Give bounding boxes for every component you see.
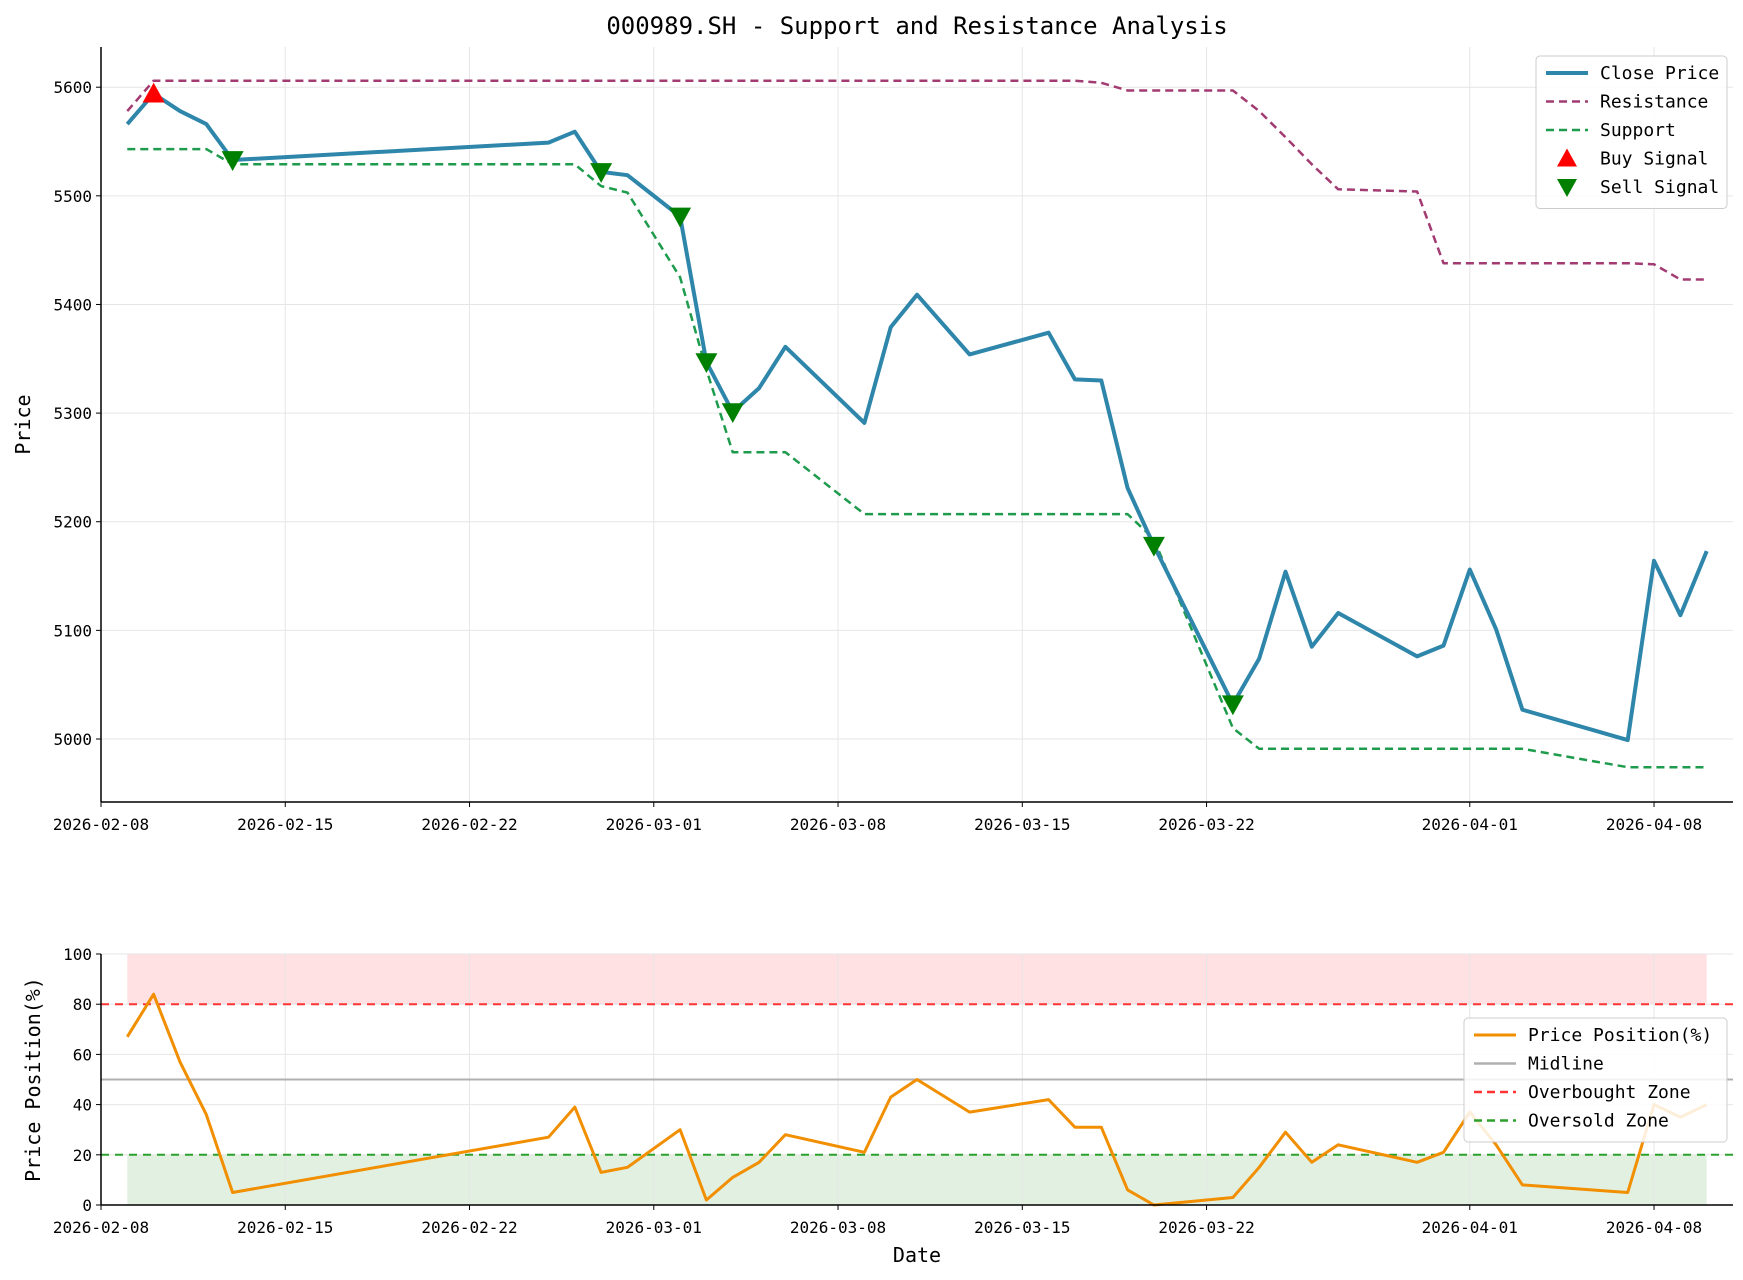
sell-signal-marker (1221, 695, 1244, 716)
x-tick-label: 2026-03-08 (790, 1218, 886, 1237)
bottom-x-axis-label: Date (893, 1243, 941, 1267)
oversold-zone-fill (127, 1154, 1707, 1205)
price-panel: 2026-02-08 2026-02-15 2026-02-22 2026-03-01… (53, 47, 1733, 834)
legend-label: Sell Signal (1600, 177, 1719, 198)
x-tick-label: 2026-03-22 (1158, 1218, 1254, 1237)
sell-signal-marker (695, 353, 718, 374)
legend-buy-signal-swatch (1557, 148, 1577, 167)
legend-label: Midline (1528, 1054, 1604, 1075)
sell-signal-marker (590, 163, 613, 183)
support-series (127, 147, 1707, 769)
x-tick-label: 2026-04-08 (1606, 1218, 1702, 1237)
y-tick-label: 5500 (53, 187, 92, 206)
legend-sell-signal-swatch (1557, 179, 1577, 197)
resistance-series (126, 79, 1707, 281)
legend-label: Close Price (1600, 63, 1719, 84)
y-tick-label: 0 (82, 1196, 92, 1215)
legend-label: Overbought Zone (1528, 1082, 1691, 1103)
chart-title: 000989.SH - Support and Resistance Analy… (606, 12, 1227, 40)
buy-signal-marker (142, 82, 165, 103)
close-price-series (125, 91, 1709, 743)
x-tick-label: 2026-04-01 (1422, 815, 1518, 834)
legend-label: Oversold Zone (1528, 1111, 1669, 1132)
y-tick-label: 5300 (53, 404, 92, 423)
sell-signal-marker (221, 151, 244, 171)
legend-box (1463, 1017, 1728, 1143)
x-tick-label: 2026-02-22 (421, 815, 517, 834)
legend-box (1535, 55, 1728, 209)
y-tick-label: 5400 (53, 295, 92, 314)
legend-label: Price Position(%) (1528, 1025, 1712, 1046)
legend-label: Support (1600, 120, 1676, 141)
x-tick-label: 2026-03-08 (790, 815, 886, 834)
legend-label: Buy Signal (1600, 149, 1708, 170)
x-tick-label: 2026-03-15 (974, 815, 1070, 834)
bottom-y-axis-label: Price Position(%) (21, 977, 45, 1182)
x-tick-label: 2026-04-08 (1606, 815, 1702, 834)
x-tick-label: 2026-02-08 (53, 815, 149, 834)
x-tick-label: 2026-02-15 (237, 1218, 333, 1237)
y-tick-label: 60 (73, 1045, 92, 1064)
y-tick-label: 5100 (53, 621, 92, 640)
x-tick-label: 2026-03-22 (1158, 815, 1254, 834)
y-tick-label: 5000 (53, 730, 92, 749)
x-tick-label: 2026-03-01 (606, 815, 702, 834)
y-tick-label: 5600 (53, 78, 92, 97)
overbought-zone-fill (127, 954, 1707, 1005)
y-tick-label: 20 (73, 1146, 92, 1165)
sell-signal-marker (721, 403, 744, 424)
x-tick-label: 2026-02-08 (53, 1218, 149, 1237)
top-y-axis-label: Price (11, 394, 35, 454)
x-tick-label: 2026-03-15 (974, 1218, 1070, 1237)
sell-signal-marker (1142, 536, 1165, 557)
sell-signal-marker (669, 207, 692, 228)
x-tick-label: 2026-02-15 (237, 815, 333, 834)
y-tick-label: 40 (73, 1096, 92, 1115)
y-tick-label: 5200 (53, 513, 92, 532)
y-tick-label: 80 (73, 995, 92, 1014)
x-tick-label: 2026-04-01 (1422, 1218, 1518, 1237)
x-tick-label: 2026-03-01 (606, 1218, 702, 1237)
y-tick-label: 100 (63, 945, 92, 964)
x-tick-label: 2026-02-22 (421, 1218, 517, 1237)
legend-label: Resistance (1600, 92, 1708, 113)
position-panel: 2026-02-08 2026-02-15 2026-02-22 2026-03-01… (53, 945, 1733, 1237)
